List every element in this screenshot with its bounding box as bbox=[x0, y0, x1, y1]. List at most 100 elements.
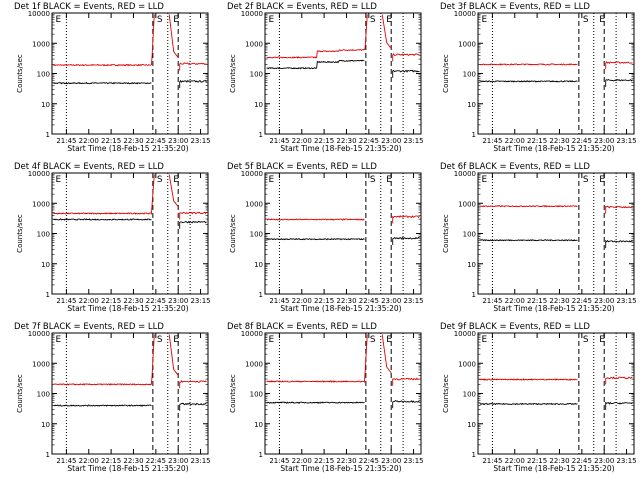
y-axis-label: Counts/sec bbox=[442, 214, 450, 253]
y-tick-label: 1 bbox=[259, 451, 263, 459]
y-tick-label: 10000 bbox=[454, 330, 476, 338]
chart-title: Det 8f BLACK = Events, RED = LLD bbox=[227, 322, 377, 332]
y-tick-label: 1000 bbox=[245, 40, 263, 48]
y-tick-label: 10000 bbox=[454, 170, 476, 178]
y-tick-label: 10 bbox=[254, 421, 263, 429]
y-axis-label: Counts/sec bbox=[16, 374, 24, 413]
plot-frame bbox=[51, 12, 209, 135]
marker-label: E bbox=[55, 175, 61, 185]
series-line-lld bbox=[479, 205, 633, 214]
plot-frame bbox=[51, 172, 209, 295]
x-tick-label: 23:00 bbox=[168, 457, 188, 465]
detector-chart-3: Det 3f BLACK = Events, RED = LLD 1 10 100 10… bbox=[440, 2, 637, 153]
marker-label: S bbox=[157, 15, 163, 25]
y-tick-label: 1 bbox=[259, 291, 263, 299]
y-axis-label: Counts/sec bbox=[16, 214, 24, 253]
y-tick-label: 10000 bbox=[454, 10, 476, 18]
x-axis-label: Start Time (18-Feb-15 21:35:20) bbox=[67, 304, 188, 313]
marker-label: S bbox=[583, 175, 589, 185]
marker-label: E bbox=[386, 335, 392, 345]
chart-title: Det 5f BLACK = Events, RED = LLD bbox=[227, 162, 377, 172]
plot-frame bbox=[477, 332, 635, 455]
marker-label: S bbox=[370, 175, 376, 185]
series-line-events bbox=[479, 401, 633, 410]
y-tick-label: 10000 bbox=[241, 170, 263, 178]
marker-label: S bbox=[583, 15, 589, 25]
marker-label: E bbox=[268, 335, 274, 345]
y-tick-label: 1000 bbox=[32, 40, 50, 48]
marker-label: E bbox=[481, 335, 487, 345]
x-tick-label: 22:15 bbox=[101, 297, 121, 305]
x-tick-label: 22:15 bbox=[314, 457, 334, 465]
x-tick-label: 21:45 bbox=[482, 297, 502, 305]
x-tick-label: 22:45 bbox=[359, 297, 379, 305]
x-tick-label: 22:00 bbox=[292, 297, 312, 305]
x-axis-label: Start Time (18-Feb-15 21:35:20) bbox=[493, 464, 614, 473]
x-tick-label: 23:00 bbox=[594, 457, 614, 465]
y-tick-label: 100 bbox=[37, 71, 50, 79]
x-tick-label: 22:00 bbox=[292, 457, 312, 465]
x-tick-label: 21:45 bbox=[56, 297, 76, 305]
y-tick-label: 100 bbox=[463, 71, 476, 79]
y-tick-label: 10 bbox=[254, 101, 263, 109]
x-tick-label: 23:00 bbox=[594, 297, 614, 305]
series-line-events bbox=[53, 79, 207, 89]
y-tick-label: 10000 bbox=[241, 330, 263, 338]
y-axis-label: Counts/sec bbox=[442, 374, 450, 413]
chart-title: Det 7f BLACK = Events, RED = LLD bbox=[14, 322, 164, 332]
x-tick-label: 22:15 bbox=[314, 137, 334, 145]
x-tick-label: 23:15 bbox=[190, 297, 210, 305]
y-tick-label: 1 bbox=[46, 451, 50, 459]
x-tick-label: 21:45 bbox=[56, 457, 76, 465]
marker-label: E bbox=[599, 335, 605, 345]
x-tick-label: 23:00 bbox=[381, 297, 401, 305]
y-tick-label: 10000 bbox=[28, 10, 50, 18]
x-tick-label: 22:30 bbox=[336, 297, 356, 305]
x-axis-label: Start Time (18-Feb-15 21:35:20) bbox=[67, 464, 188, 473]
x-tick-label: 21:45 bbox=[482, 457, 502, 465]
y-tick-label: 10000 bbox=[28, 170, 50, 178]
plot-frame bbox=[477, 172, 635, 295]
x-tick-label: 22:30 bbox=[549, 297, 569, 305]
chart-title: Det 6f BLACK = Events, RED = LLD bbox=[440, 162, 590, 172]
marker-label: E bbox=[173, 15, 179, 25]
x-tick-label: 22:00 bbox=[505, 137, 525, 145]
y-tick-label: 1000 bbox=[32, 360, 50, 368]
plot-frame bbox=[264, 172, 422, 295]
x-tick-label: 22:00 bbox=[79, 297, 99, 305]
series-line-events bbox=[479, 238, 633, 249]
x-tick-label: 22:30 bbox=[336, 137, 356, 145]
x-tick-label: 22:15 bbox=[101, 457, 121, 465]
marker-label: S bbox=[157, 175, 163, 185]
y-tick-label: 1 bbox=[46, 291, 50, 299]
x-tick-label: 22:45 bbox=[572, 137, 592, 145]
chart-title: Det 1f BLACK = Events, RED = LLD bbox=[14, 2, 164, 12]
x-tick-label: 23:00 bbox=[594, 137, 614, 145]
marker-label: E bbox=[481, 15, 487, 25]
series-line-lld bbox=[53, 334, 207, 389]
x-tick-label: 22:45 bbox=[572, 297, 592, 305]
detector-chart-1: Det 1f BLACK = Events, RED = LLD 1 10 100 10… bbox=[14, 2, 211, 153]
series-line-events bbox=[479, 78, 633, 87]
x-tick-label: 22:30 bbox=[549, 137, 569, 145]
marker-label: E bbox=[599, 175, 605, 185]
y-tick-label: 100 bbox=[37, 231, 50, 239]
series-line-events bbox=[53, 402, 207, 411]
x-tick-label: 21:45 bbox=[269, 137, 289, 145]
y-tick-label: 10 bbox=[41, 421, 50, 429]
y-tick-label: 10 bbox=[41, 261, 50, 269]
x-tick-label: 23:15 bbox=[190, 137, 210, 145]
marker-label: S bbox=[583, 335, 589, 345]
y-tick-label: 1 bbox=[472, 451, 476, 459]
x-tick-label: 22:15 bbox=[527, 457, 547, 465]
y-tick-label: 10 bbox=[254, 261, 263, 269]
x-tick-label: 22:30 bbox=[123, 297, 143, 305]
series-line-events bbox=[266, 59, 420, 78]
x-tick-label: 21:45 bbox=[56, 137, 76, 145]
x-tick-label: 22:45 bbox=[146, 457, 166, 465]
x-tick-label: 22:45 bbox=[359, 457, 379, 465]
y-tick-label: 10 bbox=[467, 101, 476, 109]
marker-label: E bbox=[386, 15, 392, 25]
x-axis-label: Start Time (18-Feb-15 21:35:20) bbox=[280, 304, 401, 313]
